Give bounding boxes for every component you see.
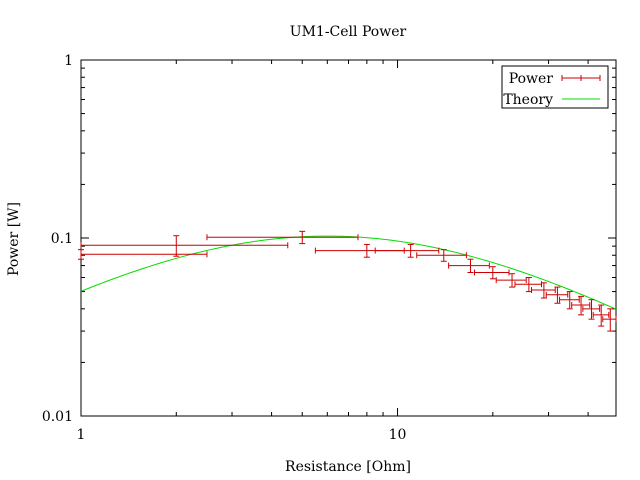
power-point [582,299,601,320]
power-point [531,282,556,299]
y-tick-label: 1 [64,53,73,69]
legend-label-power: Power [509,71,554,87]
power-series [78,230,617,332]
power-point [545,286,569,304]
power-point [80,235,289,257]
legend: Power Theory [501,65,609,109]
power-point [514,276,543,293]
axis-ticks [80,59,616,417]
y-tick-label: 0.01 [42,409,73,425]
legend-box [501,65,609,109]
x-tick-label: 1 [77,427,86,443]
power-point [602,308,617,332]
power-point [448,258,490,273]
power-point [374,243,440,258]
power-point [592,304,610,327]
power-point [416,249,467,262]
power-point [473,266,510,280]
power-point [78,249,208,260]
tick-labels: 1 10 0.01 0.1 1 [42,53,407,443]
power-point [206,230,359,245]
y-tick-label: 0.1 [51,231,73,247]
legend-label-theory: Theory [503,92,553,108]
legend-marks [561,75,601,100]
power-point [559,291,580,310]
power-point [571,295,591,316]
y-axis-label: Power [W] [6,202,22,276]
chart-title: UM1-Cell Power [290,24,407,40]
x-axis-label: Resistance [Ohm] [285,459,411,475]
power-point [495,273,527,288]
theory-curve [80,235,617,310]
theory-series [80,235,617,310]
x-tick-label: 10 [389,427,407,443]
